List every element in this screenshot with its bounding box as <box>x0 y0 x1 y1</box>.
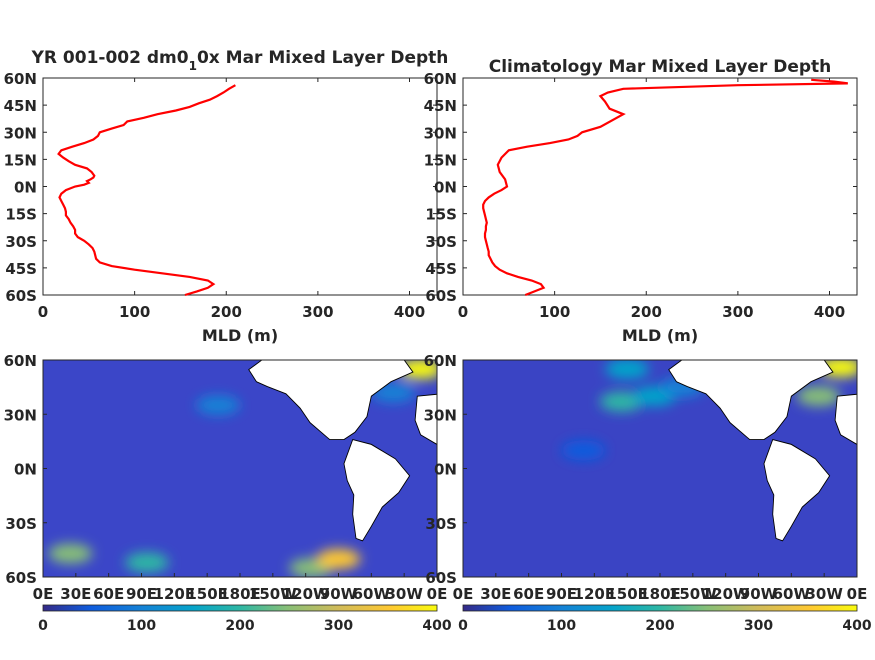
lon-tick-label: 60E <box>513 585 544 603</box>
colorbar-tick-label: 400 <box>842 618 871 634</box>
lon-tick-label: 30W <box>805 585 843 603</box>
lon-tick-label: 90E <box>126 585 157 603</box>
axes-box-model <box>42 77 438 296</box>
y-tick-label: 60S <box>5 287 37 305</box>
lon-tick-label: 150E <box>606 585 648 603</box>
line-plot-model: YR 001-002 dm010x Mar Mixed Layer Depth … <box>4 48 449 345</box>
lon-tick-label: 60W <box>353 585 391 603</box>
y-tick-label: 15N <box>4 151 37 169</box>
mld-line-model <box>57 84 236 297</box>
x-tick-label: 400 <box>814 303 845 321</box>
lon-tick-label: 180E <box>639 585 681 603</box>
lon-tick-label: 30E <box>480 585 511 603</box>
y-tick-label: 15S <box>5 206 37 224</box>
colorbar-gradient-model <box>42 604 438 612</box>
lon-tick-label: 90W <box>740 585 778 603</box>
mld-hotspot <box>605 360 650 380</box>
x-tick-label: 200 <box>631 303 662 321</box>
x-tick-label: 300 <box>722 303 753 321</box>
y-tick-label: 45N <box>424 97 457 115</box>
mld-hotspot <box>48 543 93 564</box>
plot-title-model: YR 001-002 dm010x Mar Mixed Layer Depth <box>31 48 449 73</box>
lon-tick-label: 150E <box>186 585 228 603</box>
y-tick-label: 45S <box>5 260 37 278</box>
colorbar-tick-label: 100 <box>547 618 576 634</box>
lon-tick-label: 0E <box>847 585 868 603</box>
lon-tick-label: 0E <box>427 585 448 603</box>
lat-tick-label: 30S <box>425 515 457 533</box>
x-tick-label: 0 <box>38 303 48 321</box>
lon-tick-label: 60W <box>773 585 811 603</box>
lon-tick-label: 150W <box>669 585 717 603</box>
colorbar-tick-label: 200 <box>225 618 254 634</box>
x-tick-label: 100 <box>539 303 570 321</box>
lon-tick-label: 120E <box>574 585 616 603</box>
lon-tick-label: 90E <box>546 585 577 603</box>
lon-tick-label: 150W <box>249 585 297 603</box>
lat-tick-label: 60N <box>4 352 37 370</box>
x-tick-label: 0 <box>458 303 468 321</box>
y-tick-label: 15S <box>425 206 457 224</box>
lon-tick-label: 120E <box>154 585 196 603</box>
lat-tick-label: 60N <box>424 352 457 370</box>
y-tick-label: 60S <box>425 287 457 305</box>
y-tick-label: 30S <box>425 233 457 251</box>
y-tick-label: 45N <box>4 97 37 115</box>
lon-tick-label: 180E <box>219 585 261 603</box>
colorbar-tick-label: 400 <box>422 618 451 634</box>
lon-tick-label: 120W <box>702 585 750 603</box>
colorbar-tick-label: 200 <box>645 618 674 634</box>
lon-tick-label: 0E <box>453 585 474 603</box>
lat-tick-label: 60S <box>5 569 37 587</box>
y-tick-label: 30N <box>4 124 37 142</box>
colorbar-tick-label: 0 <box>458 618 468 634</box>
lon-tick-label: 30E <box>60 585 91 603</box>
mld-hotspot <box>796 386 841 407</box>
x-tick-label: 300 <box>302 303 333 321</box>
lat-tick-label: 30N <box>424 406 457 424</box>
colorbar-tick-label: 100 <box>127 618 156 634</box>
lon-tick-label: 30W <box>385 585 423 603</box>
colorbar-model: 0 100 200 300 400 <box>38 604 452 634</box>
y-tick-label: 0N <box>434 179 457 197</box>
y-tick-label: 45S <box>425 260 457 278</box>
mld-hotspot <box>316 548 361 569</box>
lon-tick-label: 60E <box>93 585 124 603</box>
lon-tick-label: 0E <box>33 585 54 603</box>
colorbar-tick-label: 0 <box>38 618 48 634</box>
lon-tick-label: 120W <box>282 585 330 603</box>
lat-tick-label: 30N <box>4 406 37 424</box>
mld-hotspot <box>561 440 606 461</box>
lat-tick-label: 60S <box>425 569 457 587</box>
x-axis-label-climatology: MLD (m) <box>622 326 698 345</box>
x-tick-label: 100 <box>119 303 150 321</box>
colorbar-climatology: 0 100 200 300 400 <box>458 604 872 634</box>
y-tick-label: 60N <box>424 70 457 88</box>
x-axis-label-model: MLD (m) <box>202 326 278 345</box>
y-tick-label: 60N <box>4 70 37 88</box>
y-tick-label: 15N <box>424 151 457 169</box>
x-tick-label: 400 <box>394 303 425 321</box>
colorbar-gradient-climatology <box>462 604 858 612</box>
mld-hotspot <box>196 395 241 416</box>
x-tick-label: 200 <box>211 303 242 321</box>
y-tick-label: 30S <box>5 233 37 251</box>
y-tick-label: 30N <box>424 124 457 142</box>
lat-tick-label: 0N <box>14 461 37 479</box>
colorbar-tick-label: 300 <box>324 618 353 634</box>
y-tick-label: 0N <box>14 179 37 197</box>
lat-tick-label: 30S <box>5 515 37 533</box>
colorbar-tick-label: 300 <box>744 618 773 634</box>
axes-box-climatology <box>462 77 858 296</box>
lon-tick-label: 90W <box>320 585 358 603</box>
lat-tick-label: 0N <box>434 461 457 479</box>
plot-title-climatology: Climatology Mar Mixed Layer Depth <box>489 57 832 77</box>
mld-line-climatology <box>482 78 848 297</box>
line-plot-climatology: Climatology Mar Mixed Layer Depth 0 100 20… <box>424 57 858 345</box>
mld-hotspot <box>124 552 169 573</box>
